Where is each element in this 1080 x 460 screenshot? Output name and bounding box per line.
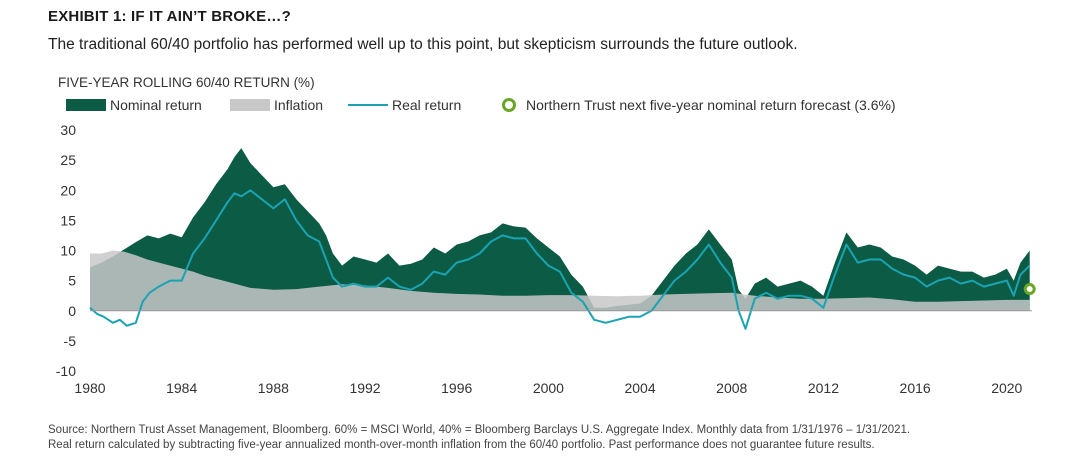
x-tick-label: 1992: [349, 380, 380, 396]
series-inflation-area: [90, 250, 1030, 311]
chart-plot: -10 -5 0 5 10 15 20 25 30 1980 1984 1988 1992 1996 200…: [56, 122, 1036, 396]
y-tick-label: 0: [68, 303, 76, 319]
x-tick-label: 2020: [991, 380, 1022, 396]
legend-item-forecast: Northern Trust next five-year nominal re…: [502, 97, 896, 113]
legend-label-forecast: Northern Trust next five-year nominal re…: [526, 97, 896, 113]
y-tick-label: -10: [56, 363, 76, 379]
y-tick-label: 10: [60, 243, 76, 259]
y-tick-label: 5: [68, 273, 76, 289]
y-tick-label: 20: [60, 182, 76, 198]
exhibit-subtitle: The traditional 60/40 portfolio has perf…: [48, 36, 798, 53]
footnote: Source: Northern Trust Asset Management,…: [48, 423, 910, 453]
y-tick-label: -5: [64, 333, 77, 349]
legend-swatch-real: [348, 104, 388, 106]
legend-swatch-forecast: [502, 98, 516, 112]
x-tick-label: 1980: [74, 380, 105, 396]
x-tick-label: 2008: [716, 380, 747, 396]
x-tick-label: 2012: [808, 380, 839, 396]
exhibit-title: EXHIBIT 1: IF IT AIN’T BROKE…?: [48, 8, 291, 25]
footnote-line-1: Source: Northern Trust Asset Management,…: [48, 424, 911, 436]
legend-swatch-inflation: [230, 99, 270, 111]
x-tick-label: 1996: [441, 380, 472, 396]
x-tick-label: 2016: [900, 380, 931, 396]
legend-label-real: Real return: [392, 97, 462, 113]
legend-item-nominal: Nominal return: [66, 97, 202, 113]
x-tick-label: 1984: [166, 380, 197, 396]
series-real-line: [89, 189, 1031, 330]
legend-item-inflation: Inflation: [230, 97, 323, 113]
y-tick-label: 15: [60, 212, 76, 228]
y-tick-label: 30: [60, 122, 76, 138]
series-nominal-area: [90, 148, 1030, 311]
legend-item-real: Real return: [348, 97, 461, 113]
chart-title: FIVE-YEAR ROLLING 60/40 RETURN (%): [58, 75, 315, 90]
x-tick-label: 2000: [533, 380, 564, 396]
forecast-marker: [1023, 283, 1036, 296]
x-tick-label: 2004: [624, 380, 655, 396]
legend-swatch-nominal: [66, 99, 106, 111]
legend-label-nominal: Nominal return: [110, 97, 202, 113]
footnote-line-2: Real return calculated by subtracting fi…: [48, 439, 875, 451]
legend-label-inflation: Inflation: [274, 97, 324, 113]
x-tick-label: 1988: [258, 380, 289, 396]
y-tick-label: 25: [60, 152, 76, 168]
